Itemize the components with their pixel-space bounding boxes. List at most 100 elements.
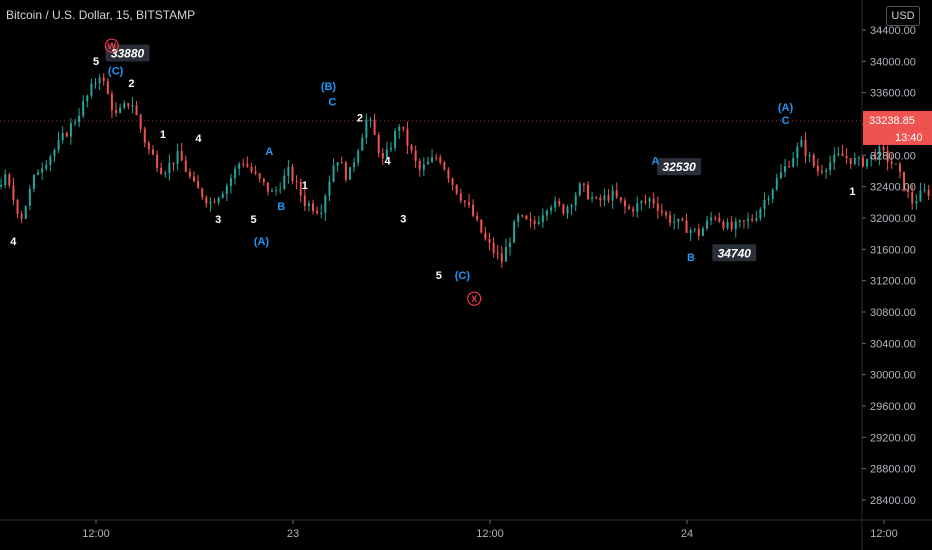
candle-body [8, 174, 11, 186]
candle-body [135, 105, 138, 115]
candle-body [500, 253, 503, 262]
candle-body [882, 146, 885, 151]
candle-body [455, 184, 458, 194]
candle-body [509, 242, 512, 248]
candle-body [390, 147, 393, 150]
candle-body [246, 163, 249, 167]
wave-label: A [265, 146, 273, 158]
wave-label: (A) [778, 102, 794, 114]
candle-body [184, 160, 187, 172]
candle-body [833, 154, 836, 163]
candle-body [537, 221, 540, 224]
candle-body [299, 181, 302, 196]
candle-body [353, 162, 356, 168]
price-box [712, 244, 757, 262]
candle-body [402, 126, 405, 129]
candle-body [759, 208, 762, 219]
candle-body [747, 218, 750, 221]
candle-body [545, 210, 548, 216]
candle-body [86, 95, 89, 102]
candle-body [812, 154, 815, 167]
candle-body [106, 81, 109, 94]
candle-body [69, 123, 72, 137]
candles [0, 72, 932, 269]
wave-label: (C) [455, 270, 471, 282]
candle-body [718, 217, 721, 222]
candle-body [669, 215, 672, 224]
candle-body [139, 114, 142, 129]
wave-label: 4 [10, 236, 17, 248]
candle-body [894, 163, 897, 165]
candle-body [57, 140, 60, 150]
candle-body [648, 198, 651, 202]
candle-body [730, 222, 733, 230]
candle-body [45, 164, 48, 169]
candle-body [751, 218, 754, 221]
candle-body [513, 221, 516, 243]
candle-body [467, 202, 470, 205]
candle-body [861, 157, 864, 167]
candle-body [115, 110, 118, 113]
candle-body [554, 201, 557, 208]
candle-body [32, 174, 35, 189]
candle-body [110, 93, 113, 111]
candle-body [615, 190, 618, 198]
candle-body [53, 149, 56, 157]
candle-body [689, 229, 692, 233]
price-tick-label: 29600.00 [870, 401, 916, 413]
candle-body [841, 153, 844, 157]
candle-body [582, 183, 585, 185]
candle-body [738, 220, 741, 222]
circle-marker-label: X [471, 294, 477, 304]
candle-body [742, 220, 745, 222]
candle-body [188, 171, 191, 177]
candle-body [127, 103, 130, 107]
candle-body [640, 201, 643, 204]
candle-body [652, 198, 655, 204]
candle-body [492, 242, 495, 253]
wave-label: C [782, 115, 790, 127]
candle-body [816, 166, 819, 172]
candle-body [853, 158, 856, 165]
candle-body [595, 197, 598, 199]
candle-body [172, 162, 175, 165]
candle-body [857, 157, 860, 159]
candle-body [131, 105, 134, 107]
candle-body [98, 77, 101, 83]
candle-body [763, 200, 766, 209]
candle-body [541, 215, 544, 222]
candle-body [681, 218, 684, 221]
candle-body [328, 181, 331, 196]
price-tick-label: 33600.00 [870, 88, 916, 100]
price-axis[interactable]: 34400.0034000.0033600.0033200.0032800.00… [0, 25, 932, 507]
wave-label: 1 [849, 186, 855, 198]
candle-body [550, 207, 553, 211]
wave-label: (C) [108, 65, 124, 77]
candle-body [312, 203, 315, 211]
candle-body [287, 166, 290, 176]
candle-body [160, 167, 163, 174]
wave-labels: 3388030500325303474033077341002948032134… [10, 38, 932, 306]
candle-body [291, 166, 294, 182]
candle-body [324, 195, 327, 213]
candle-body [336, 162, 339, 166]
candle-body [517, 215, 520, 222]
candle-body [607, 195, 610, 201]
price-tick-label: 29200.00 [870, 432, 916, 444]
wave-label: 3 [400, 213, 406, 225]
countdown-tag [863, 128, 932, 145]
candle-body [603, 195, 606, 201]
candle-body [385, 149, 388, 159]
candle-body [755, 218, 758, 221]
currency-button[interactable]: USD [886, 6, 920, 26]
candle-body [439, 157, 442, 163]
candle-body [529, 219, 532, 221]
candle-body [734, 221, 737, 230]
time-tick-label: 23 [287, 528, 299, 540]
candle-body [435, 157, 438, 159]
current-price-label: 33238.85 [869, 115, 915, 127]
candle-body [361, 137, 364, 151]
candle-body [422, 164, 425, 170]
